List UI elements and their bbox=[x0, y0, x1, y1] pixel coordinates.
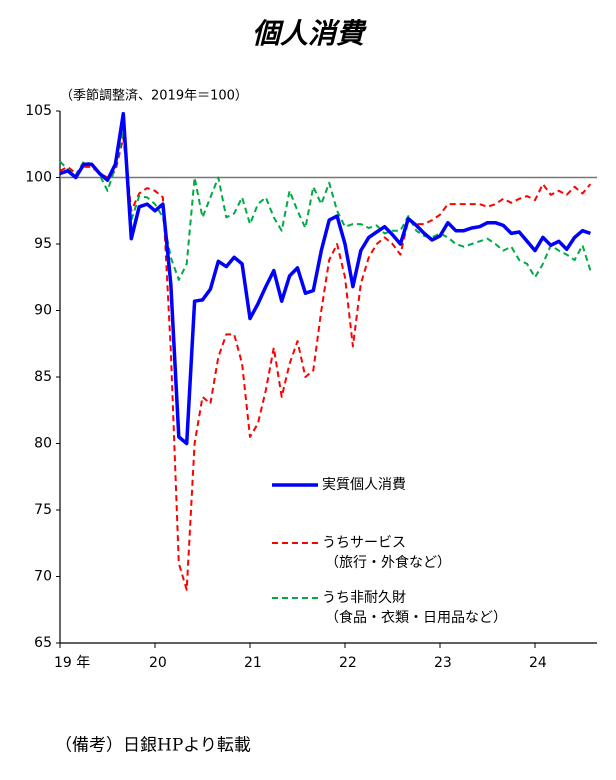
caption: （備考）日銀HPより転載 bbox=[55, 736, 251, 756]
series-line bbox=[59, 128, 592, 281]
series-line bbox=[59, 136, 592, 591]
legend-label: 実質個人消費 bbox=[322, 477, 406, 493]
legend-label: うちサービス bbox=[322, 535, 406, 551]
y-tick-label: 65 bbox=[34, 635, 52, 651]
y-tick-label: 105 bbox=[25, 103, 52, 119]
legend-note: （食品・衣類・日用品など） bbox=[325, 609, 507, 626]
x-tick-label: 20 bbox=[149, 655, 167, 671]
y-tick-label: 70 bbox=[34, 569, 52, 585]
legend-note: （旅行・外食など） bbox=[325, 554, 451, 571]
y-tick-label: 75 bbox=[34, 502, 52, 518]
x-tick-label: 22 bbox=[339, 655, 357, 671]
x-tick-label: 23 bbox=[434, 655, 452, 671]
y-tick-label: 95 bbox=[34, 236, 52, 252]
y-tick-label: 100 bbox=[25, 170, 52, 186]
y-tick-label: 90 bbox=[34, 303, 52, 319]
series-line bbox=[59, 111, 591, 446]
y-tick-label: 80 bbox=[34, 436, 52, 452]
x-tick-label: 19 年 bbox=[54, 655, 90, 671]
chart-title: 個人消費 bbox=[252, 17, 367, 50]
legend-label: うち非耐久財 bbox=[322, 590, 406, 606]
y-tick-label: 85 bbox=[34, 369, 52, 385]
subtitle: （季節調整済、2019年＝100） bbox=[60, 88, 248, 104]
x-tick-label: 21 bbox=[244, 655, 262, 671]
x-tick-label: 24 bbox=[529, 655, 547, 671]
